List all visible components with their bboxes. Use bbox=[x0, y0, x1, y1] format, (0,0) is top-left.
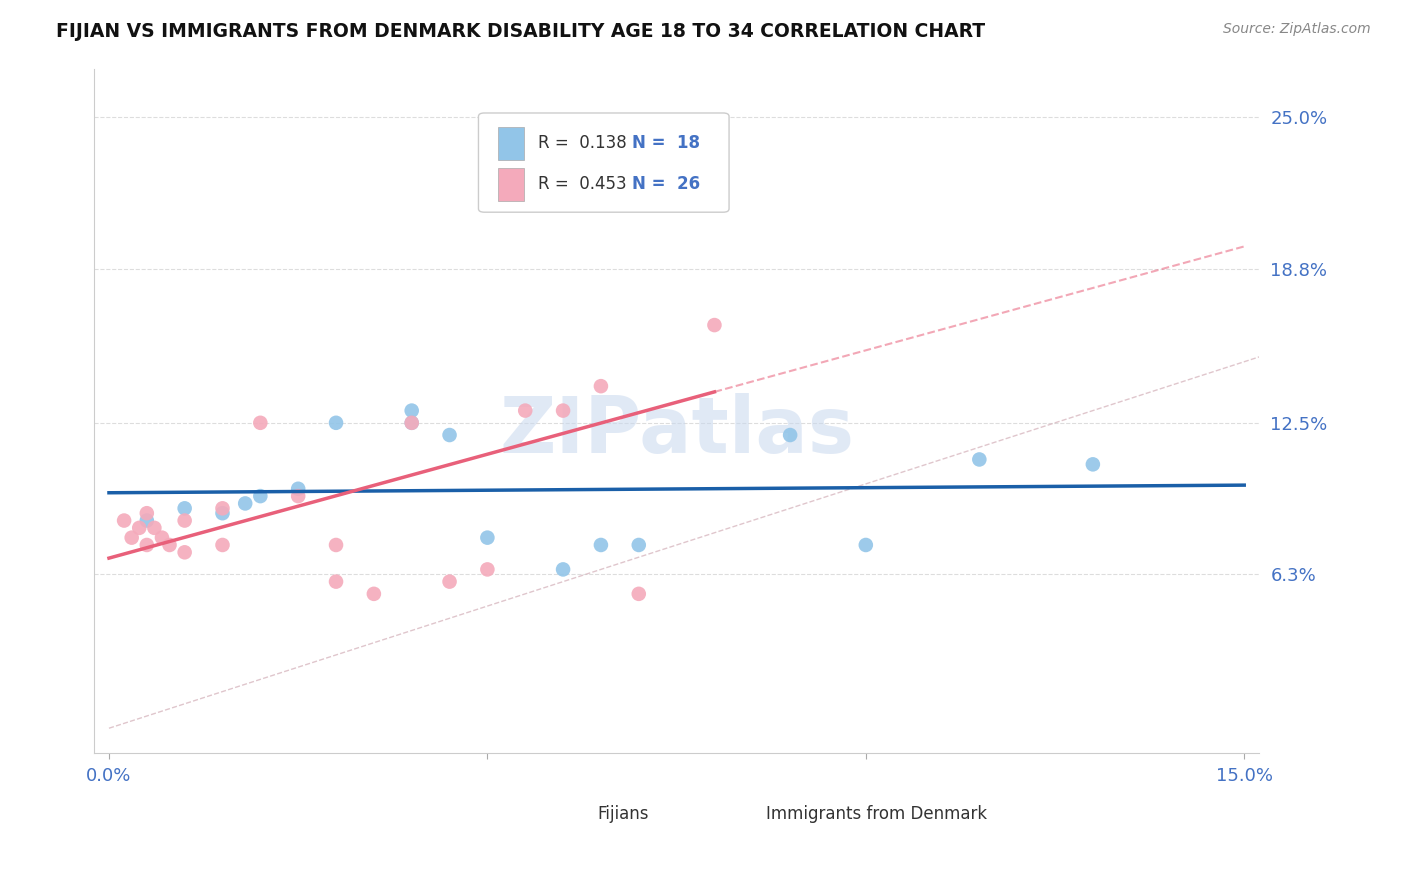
Point bbox=[551, 403, 574, 417]
Bar bbox=[730, 804, 758, 824]
Point bbox=[589, 538, 612, 552]
Point bbox=[143, 521, 166, 535]
Point bbox=[135, 538, 157, 552]
Point bbox=[150, 531, 173, 545]
Point bbox=[287, 482, 309, 496]
Point bbox=[439, 574, 461, 589]
Point bbox=[401, 416, 423, 430]
Point bbox=[477, 562, 499, 576]
Text: ZIPatlas: ZIPatlas bbox=[499, 393, 853, 469]
Point bbox=[627, 587, 650, 601]
Point bbox=[121, 531, 143, 545]
Point bbox=[249, 489, 271, 503]
Point bbox=[855, 538, 877, 552]
Point bbox=[703, 318, 725, 332]
Text: Source: ZipAtlas.com: Source: ZipAtlas.com bbox=[1223, 22, 1371, 37]
Point bbox=[249, 416, 271, 430]
Point bbox=[779, 428, 801, 442]
Point bbox=[627, 538, 650, 552]
Point bbox=[233, 496, 256, 510]
Point bbox=[287, 489, 309, 503]
Point bbox=[439, 428, 461, 442]
Point bbox=[211, 506, 233, 520]
FancyBboxPatch shape bbox=[478, 113, 730, 212]
Point bbox=[135, 506, 157, 520]
Bar bbox=[560, 804, 589, 824]
Point bbox=[211, 538, 233, 552]
Point bbox=[665, 184, 688, 198]
Text: R =  0.138: R = 0.138 bbox=[538, 134, 627, 153]
Point bbox=[173, 545, 195, 559]
Point bbox=[969, 452, 991, 467]
Bar bbox=[498, 127, 524, 160]
Text: FIJIAN VS IMMIGRANTS FROM DENMARK DISABILITY AGE 18 TO 34 CORRELATION CHART: FIJIAN VS IMMIGRANTS FROM DENMARK DISABI… bbox=[56, 22, 986, 41]
Point bbox=[477, 531, 499, 545]
Point bbox=[159, 538, 181, 552]
Point bbox=[325, 574, 347, 589]
Point bbox=[135, 514, 157, 528]
Point bbox=[589, 379, 612, 393]
Point bbox=[1081, 458, 1104, 472]
Point bbox=[401, 403, 423, 417]
Point bbox=[325, 538, 347, 552]
Point bbox=[401, 416, 423, 430]
Point bbox=[551, 562, 574, 576]
Point bbox=[325, 416, 347, 430]
Point bbox=[515, 403, 537, 417]
Point bbox=[211, 501, 233, 516]
Point bbox=[363, 587, 385, 601]
Text: Fijians: Fijians bbox=[598, 805, 648, 823]
Point bbox=[128, 521, 150, 535]
Text: N =  18: N = 18 bbox=[633, 134, 700, 153]
Text: Immigrants from Denmark: Immigrants from Denmark bbox=[766, 805, 987, 823]
Point bbox=[173, 514, 195, 528]
Bar bbox=[498, 168, 524, 201]
Point bbox=[173, 501, 195, 516]
Point bbox=[112, 514, 135, 528]
Text: N =  26: N = 26 bbox=[633, 175, 700, 194]
Text: R =  0.453: R = 0.453 bbox=[538, 175, 627, 194]
